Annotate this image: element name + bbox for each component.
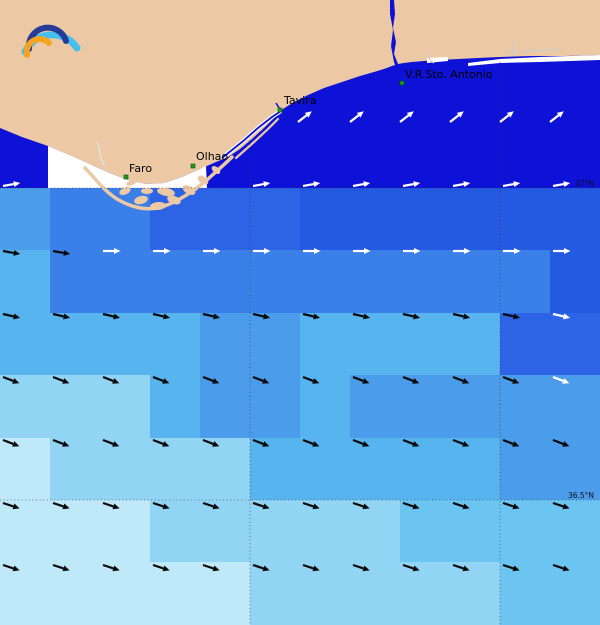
latitude-label-37n: 37°N bbox=[575, 179, 594, 188]
rivers-and-shoreline bbox=[96, 0, 600, 167]
nodata-lagoon-area bbox=[48, 146, 207, 188]
city-markers bbox=[123, 80, 405, 180]
wind-arrows bbox=[2, 111, 571, 625]
city-label-faro: Faro bbox=[129, 162, 153, 175]
wind-speed-cells bbox=[0, 188, 600, 625]
graticule-lines bbox=[0, 58, 600, 625]
rainbow-logo bbox=[21, 24, 81, 58]
barrier-islands bbox=[83, 102, 283, 211]
city-label-tavira: Tavira bbox=[284, 94, 317, 107]
latitude-label-36-5n: 36.5°N bbox=[567, 491, 594, 500]
city-label-vrsa: V.R.Sto. Antonio bbox=[405, 68, 493, 81]
city-label-olhao: Olhao bbox=[196, 150, 229, 163]
